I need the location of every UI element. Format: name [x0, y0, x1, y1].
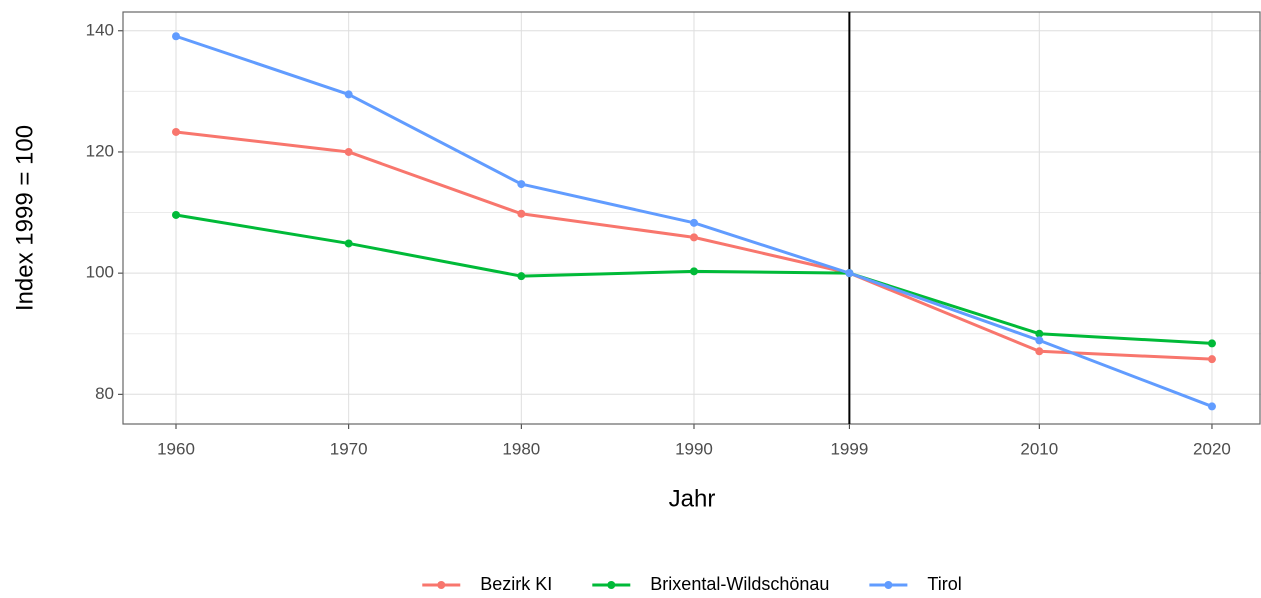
legend-swatch-point [884, 581, 893, 589]
legend-swatch-point [437, 581, 446, 589]
data-point [344, 239, 353, 248]
y-tick-label: 120 [86, 141, 114, 160]
y-tick-label: 100 [86, 263, 114, 282]
data-point [517, 209, 526, 218]
panel-border [122, 11, 1261, 425]
legend-swatch-point [607, 581, 616, 589]
data-point [344, 90, 353, 99]
x-tick-label: 2020 [1193, 439, 1231, 458]
data-point [1035, 329, 1044, 338]
data-point [172, 32, 181, 41]
legend-label: Bezirk KI [480, 574, 552, 594]
data-point [344, 147, 353, 156]
x-tick-label: 1999 [830, 439, 868, 458]
y-tick-label: 80 [95, 384, 114, 403]
legend: Bezirk KI Brixental-Wildschönau Tirol [422, 574, 962, 594]
x-tick-label: 1980 [502, 439, 540, 458]
x-tick-label: 1960 [157, 439, 195, 458]
x-axis-title: Jahr [669, 485, 716, 512]
data-point [1207, 339, 1216, 348]
legend-label: Tirol [927, 574, 961, 594]
data-point [689, 218, 698, 227]
data-point [1207, 402, 1216, 411]
x-tick-label: 2010 [1020, 439, 1058, 458]
data-point [845, 269, 854, 278]
x-tick-label: 1970 [330, 439, 368, 458]
x-tick-label: 1990 [675, 439, 713, 458]
data-point [172, 127, 181, 136]
data-point [517, 180, 526, 189]
data-point [689, 233, 698, 242]
y-axis-title: Index 1999 = 100 [11, 125, 38, 311]
data-point [689, 267, 698, 276]
data-point [1035, 347, 1044, 356]
data-point [517, 272, 526, 281]
y-tick-label: 140 [86, 20, 114, 39]
data-point [1035, 336, 1044, 345]
data-point [1207, 355, 1216, 364]
data-point [172, 210, 181, 219]
legend-label: Brixental-Wildschönau [650, 574, 829, 594]
